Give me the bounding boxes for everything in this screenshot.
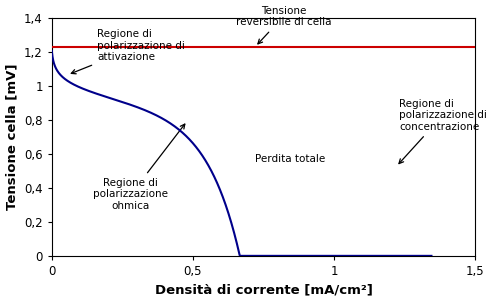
Text: Tensione
reversibile di cella: Tensione reversibile di cella xyxy=(236,6,331,44)
Text: Perdita totale: Perdita totale xyxy=(255,154,325,164)
X-axis label: Densità di corrente [mA/cm²]: Densità di corrente [mA/cm²] xyxy=(155,284,372,297)
Text: Regione di
polarizzazione
ohmica: Regione di polarizzazione ohmica xyxy=(93,124,185,211)
Text: Regione di
polarizzazione di
attivazione: Regione di polarizzazione di attivazione xyxy=(71,29,185,74)
Y-axis label: Tensione cella [mV]: Tensione cella [mV] xyxy=(5,64,18,210)
Text: Regione di
polarizzazione di
concentrazione: Regione di polarizzazione di concentrazi… xyxy=(399,99,487,164)
